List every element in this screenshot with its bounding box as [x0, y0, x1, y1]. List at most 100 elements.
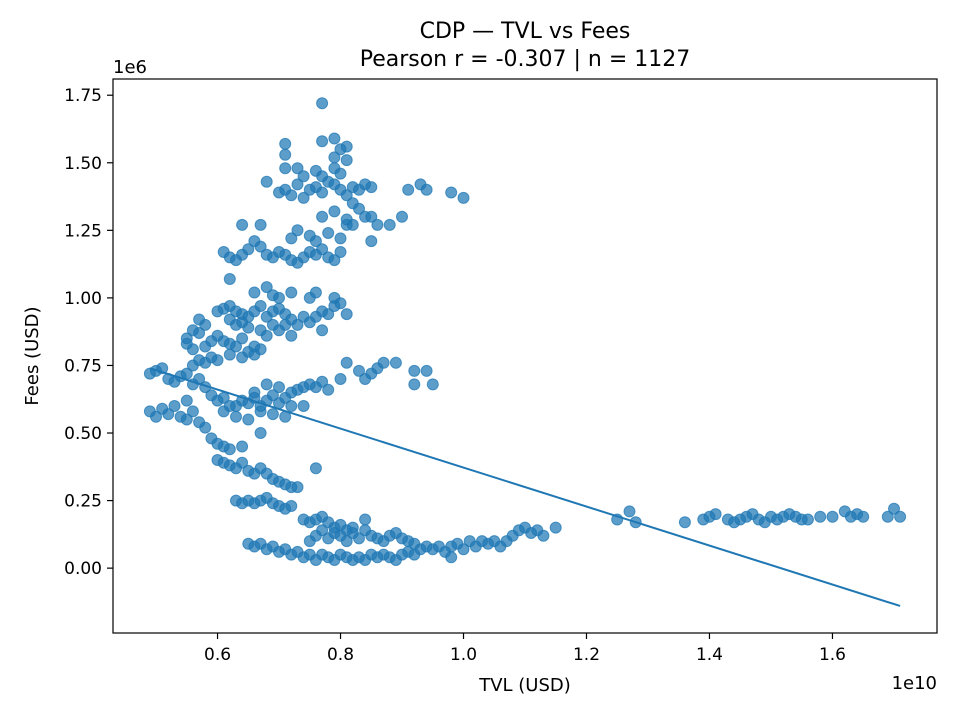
scatter-point: [223, 443, 236, 456]
scatter-point: [445, 186, 458, 199]
x-tick-label: 1.0: [450, 645, 477, 665]
scatter-point: [420, 364, 433, 377]
scatter-point: [297, 400, 310, 412]
scatter-point: [322, 227, 335, 239]
scatter-point: [273, 291, 285, 304]
fit-line-layer: [149, 367, 901, 607]
scatter-point: [223, 273, 236, 285]
scatter-point: [377, 356, 390, 369]
scatter-point: [236, 440, 249, 453]
scatter-point: [248, 348, 261, 361]
scatter-point: [254, 324, 267, 337]
scatter-point: [316, 97, 329, 110]
scatter-point: [316, 375, 329, 388]
scatter-point: [445, 551, 458, 564]
scatter-point: [309, 286, 322, 299]
scatter-point: [260, 281, 273, 294]
scatter-point: [186, 405, 199, 418]
y-axis-offset-label: 1e6: [113, 57, 147, 78]
scatter-point: [248, 386, 261, 399]
scatter-point: [402, 183, 415, 196]
y-axis-ticks: 0.00 0.25 0.50 0.75 1.00 1.25 1.50 1.75: [64, 86, 113, 579]
scatter-point: [709, 508, 722, 521]
scatter-point: [549, 521, 562, 534]
scatter-point: [420, 183, 433, 196]
scatter-point: [291, 224, 304, 237]
scatter-point: [795, 513, 808, 526]
scatter-point: [186, 343, 199, 356]
scatter-point: [279, 148, 292, 161]
scatter-point: [353, 364, 365, 377]
x-tick-label: 0.6: [204, 645, 231, 665]
scatter-point: [383, 218, 396, 231]
scatter-point: [340, 140, 353, 153]
scatter-point: [242, 321, 255, 334]
y-tick-label: 1.00: [64, 289, 102, 309]
scatter-point: [297, 191, 310, 204]
scatter-point: [291, 162, 304, 175]
scatter-point: [457, 543, 470, 556]
scatter-point: [322, 383, 335, 396]
scatter-point: [279, 318, 292, 331]
scatter-point: [353, 202, 365, 215]
scatter-point: [285, 329, 298, 342]
scatter-point: [266, 408, 279, 421]
y-tick-label: 1.25: [64, 221, 102, 241]
scatter-point: [340, 356, 353, 369]
x-tick-label: 1.6: [819, 645, 846, 665]
scatter-point: [260, 175, 273, 188]
scatter-point: [814, 510, 827, 523]
y-tick-label: 1.50: [64, 154, 102, 174]
scatter-point: [285, 400, 298, 412]
scatter-point: [316, 135, 329, 148]
scatter-point: [168, 400, 181, 412]
x-tick-label: 0.8: [327, 645, 354, 665]
scatter-point: [285, 286, 298, 299]
scatter-point: [199, 421, 212, 434]
scatter-point: [193, 313, 206, 326]
scatter-point: [316, 170, 329, 183]
scatter-point: [248, 286, 261, 299]
scatter-point: [223, 400, 236, 412]
scatter-point: [211, 354, 224, 367]
scatter-point: [328, 205, 341, 218]
x-axis-ticks: 0.6 0.8 1.0 1.2 1.4 1.6: [204, 633, 846, 665]
x-tick-label: 1.4: [696, 645, 723, 665]
x-tick-label: 1.2: [573, 645, 600, 665]
scatter-point: [236, 218, 249, 231]
scatter-point: [316, 524, 329, 537]
scatter-point: [888, 502, 900, 515]
scatter-point: [623, 505, 636, 518]
scatter-point: [291, 178, 304, 191]
scatter-point: [285, 500, 298, 512]
scatter-point: [242, 243, 255, 256]
plot-frame: [112, 78, 938, 634]
scatter-point: [328, 132, 341, 145]
scatter-point: [180, 413, 193, 426]
scatter-point: [408, 378, 421, 391]
scatter-point: [254, 427, 267, 439]
scatter-point: [881, 510, 894, 523]
scatter-point: [230, 340, 242, 353]
scatter-point: [340, 308, 353, 321]
scatter-point: [408, 364, 421, 377]
scatter-point: [316, 324, 329, 337]
scatter-point: [316, 186, 329, 199]
scatter-point: [316, 210, 329, 223]
scatter-point: [426, 378, 439, 391]
scatter-point: [353, 532, 365, 545]
scatter-point: [242, 413, 255, 426]
y-tick-label: 0.00: [64, 559, 102, 579]
chart-title: CDP — TVL vs Fees: [420, 19, 631, 44]
scatter-point: [297, 170, 310, 183]
scatter-point: [309, 235, 322, 248]
scatter-point: [334, 373, 347, 385]
y-tick-label: 0.50: [64, 424, 102, 444]
scatter-point: [193, 327, 206, 339]
scatter-point: [334, 232, 347, 245]
scatter-point: [285, 189, 298, 202]
y-tick-label: 1.75: [64, 86, 102, 106]
scatter-point: [180, 394, 193, 407]
scatter-point: [328, 291, 341, 304]
